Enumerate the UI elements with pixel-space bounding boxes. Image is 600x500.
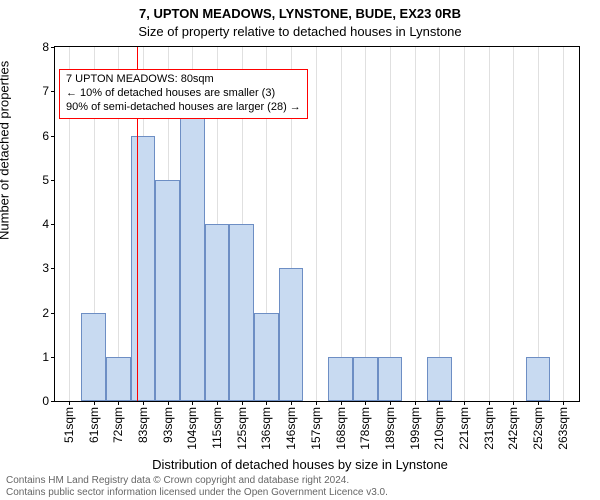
x-tick-label: 93sqm — [161, 407, 175, 443]
histogram-bar — [131, 136, 156, 402]
x-tick-label: 104sqm — [185, 407, 199, 450]
x-tick-label: 252sqm — [531, 407, 545, 450]
gridline — [489, 47, 490, 401]
x-tick-mark — [192, 401, 193, 405]
histogram-bar — [328, 357, 353, 401]
histogram-bar — [106, 357, 131, 401]
x-tick-label: 178sqm — [358, 407, 372, 450]
annotation-line-1: 7 UPTON MEADOWS: 80sqm — [66, 73, 301, 87]
x-tick-label: 136sqm — [259, 407, 273, 450]
histogram-bar — [279, 268, 304, 401]
y-tick-label: 7 — [42, 84, 49, 98]
histogram-bar — [526, 357, 551, 401]
x-tick-label: 168sqm — [334, 407, 348, 450]
x-tick-mark — [94, 401, 95, 405]
y-tick-label: 4 — [42, 217, 49, 231]
y-tick-label: 6 — [42, 129, 49, 143]
page-subtitle: Size of property relative to detached ho… — [0, 24, 600, 39]
y-tick-mark — [51, 357, 55, 358]
x-tick-mark — [439, 401, 440, 405]
y-tick-mark — [51, 268, 55, 269]
y-tick-mark — [51, 313, 55, 314]
x-tick-mark — [118, 401, 119, 405]
histogram-bar — [427, 357, 452, 401]
gridline — [563, 47, 564, 401]
x-tick-mark — [168, 401, 169, 405]
x-tick-label: 61sqm — [87, 407, 101, 443]
x-tick-mark — [316, 401, 317, 405]
x-tick-label: 263sqm — [556, 407, 570, 450]
x-tick-mark — [341, 401, 342, 405]
y-tick-mark — [51, 224, 55, 225]
x-tick-label: 210sqm — [432, 407, 446, 450]
x-tick-label: 242sqm — [506, 407, 520, 450]
gridline — [513, 47, 514, 401]
x-tick-mark — [563, 401, 564, 405]
y-tick-label: 8 — [42, 40, 49, 54]
histogram-bar — [155, 180, 180, 401]
x-tick-mark — [365, 401, 366, 405]
x-tick-mark — [242, 401, 243, 405]
x-tick-label: 157sqm — [309, 407, 323, 450]
annotation-box: 7 UPTON MEADOWS: 80sqm ← 10% of detached… — [59, 69, 308, 118]
histogram-bar — [81, 313, 106, 402]
x-tick-mark — [415, 401, 416, 405]
credits: Contains HM Land Registry data © Crown c… — [6, 475, 388, 498]
y-axis-label: Number of detached properties — [0, 61, 12, 240]
page-title: 7, UPTON MEADOWS, LYNSTONE, BUDE, EX23 0… — [0, 6, 600, 21]
histogram-plot: 7 UPTON MEADOWS: 80sqm ← 10% of detached… — [54, 46, 580, 402]
x-tick-mark — [69, 401, 70, 405]
gridline — [464, 47, 465, 401]
x-tick-mark — [390, 401, 391, 405]
y-tick-label: 5 — [42, 173, 49, 187]
gridline — [341, 47, 342, 401]
gridline — [390, 47, 391, 401]
x-tick-label: 72sqm — [111, 407, 125, 443]
y-tick-label: 0 — [42, 394, 49, 408]
histogram-bar — [229, 224, 254, 401]
x-tick-mark — [143, 401, 144, 405]
x-tick-label: 146sqm — [284, 407, 298, 450]
x-tick-label: 51sqm — [62, 407, 76, 443]
x-tick-label: 125sqm — [235, 407, 249, 450]
gridline — [415, 47, 416, 401]
histogram-bar — [378, 357, 403, 401]
x-tick-mark — [538, 401, 539, 405]
x-tick-label: 189sqm — [383, 407, 397, 450]
x-tick-mark — [266, 401, 267, 405]
x-axis-label: Distribution of detached houses by size … — [0, 457, 600, 472]
credits-line-1: Contains HM Land Registry data © Crown c… — [6, 475, 388, 487]
annotation-line-3: 90% of semi-detached houses are larger (… — [66, 101, 301, 115]
gridline — [439, 47, 440, 401]
x-tick-label: 199sqm — [408, 407, 422, 450]
x-tick-mark — [291, 401, 292, 405]
y-tick-mark — [51, 91, 55, 92]
x-tick-mark — [489, 401, 490, 405]
y-tick-mark — [51, 401, 55, 402]
histogram-bar — [205, 224, 230, 401]
y-tick-mark — [51, 47, 55, 48]
x-tick-mark — [464, 401, 465, 405]
y-tick-label: 2 — [42, 306, 49, 320]
y-tick-mark — [51, 180, 55, 181]
y-tick-label: 1 — [42, 350, 49, 364]
gridline — [316, 47, 317, 401]
histogram-bar — [180, 91, 205, 401]
y-tick-mark — [51, 136, 55, 137]
x-tick-label: 115sqm — [210, 407, 224, 449]
gridline — [365, 47, 366, 401]
credits-line-2: Contains public sector information licen… — [6, 487, 388, 499]
y-tick-label: 3 — [42, 261, 49, 275]
page: 7, UPTON MEADOWS, LYNSTONE, BUDE, EX23 0… — [0, 0, 600, 500]
gridline — [538, 47, 539, 401]
x-tick-label: 83sqm — [136, 407, 150, 443]
x-tick-label: 221sqm — [457, 407, 471, 450]
histogram-bar — [353, 357, 378, 401]
x-tick-label: 231sqm — [482, 407, 496, 450]
x-tick-mark — [217, 401, 218, 405]
x-tick-mark — [513, 401, 514, 405]
histogram-bar — [254, 313, 279, 402]
annotation-line-2: ← 10% of detached houses are smaller (3) — [66, 87, 301, 101]
